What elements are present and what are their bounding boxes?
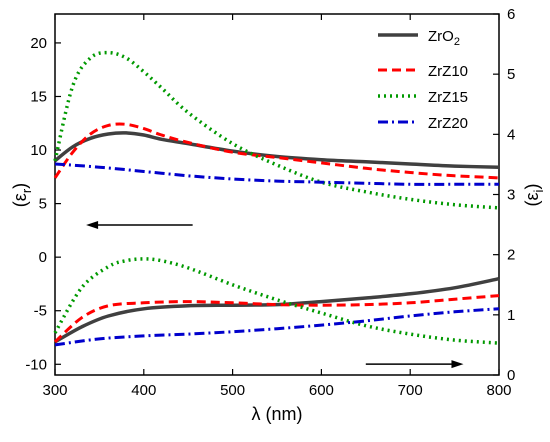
y-right-tick-label-1: 1 (507, 307, 515, 324)
y-left-tick-label-5: 5 (39, 196, 47, 213)
y-left-tick-label--5: -5 (34, 303, 47, 320)
series-group (53, 50, 500, 347)
y-right-tick-label-5: 5 (507, 66, 515, 83)
y-left-tick-label-20: 20 (30, 35, 47, 52)
y-left-tick-label-10: 10 (30, 142, 47, 159)
legend: ZrO2 ZrZ10 ZrZ15 ZrZ20 (378, 28, 468, 132)
y-right-tick-label-4: 4 (507, 126, 515, 143)
series-line-5 (53, 294, 500, 344)
y-left-tick-label-0: 0 (39, 249, 47, 266)
legend-label-zrz20: ZrZ20 (428, 115, 468, 132)
series-line-3 (54, 162, 499, 186)
arrow-head-0 (86, 221, 99, 230)
x-tick-label-300: 300 (42, 382, 67, 399)
arrow-head-1 (451, 360, 464, 369)
legend-label-zro2: ZrO2 (428, 28, 460, 48)
y-right-tick-label-0: 0 (507, 367, 515, 384)
series-line-2 (53, 50, 500, 210)
y-right-tick-label-2: 2 (507, 247, 515, 264)
series-line-0 (53, 131, 500, 169)
series-line-6 (53, 257, 500, 345)
x-tick-label-400: 400 (131, 382, 156, 399)
y-left-tick-label-15: 15 (30, 88, 47, 105)
x-tick-label-700: 700 (398, 382, 423, 399)
series-line-7 (54, 307, 500, 347)
y-right-tick-label-3: 3 (507, 187, 515, 204)
y-left-tick-label--10: -10 (25, 356, 47, 373)
right-axis-title: (εi) (522, 184, 546, 207)
x-tick-label-600: 600 (309, 382, 334, 399)
left-axis-title: (εr) (10, 183, 34, 207)
x-axis-title: λ (nm) (252, 404, 303, 424)
series-line-4 (54, 276, 500, 344)
y-right-tick-label-6: 6 (507, 6, 515, 23)
legend-label-zrz10: ZrZ10 (428, 63, 468, 80)
x-tick-label-800: 800 (486, 382, 511, 399)
series-line-1 (53, 122, 500, 180)
x-tick-label-500: 500 (220, 382, 245, 399)
arrows-group (86, 221, 464, 369)
legend-label-zrz15: ZrZ15 (428, 89, 468, 106)
ticks-group: 300 400 500 600 700 800 -10 -5 0 5 10 15 20 0 1 2 3 4 5 6 (25, 6, 515, 399)
